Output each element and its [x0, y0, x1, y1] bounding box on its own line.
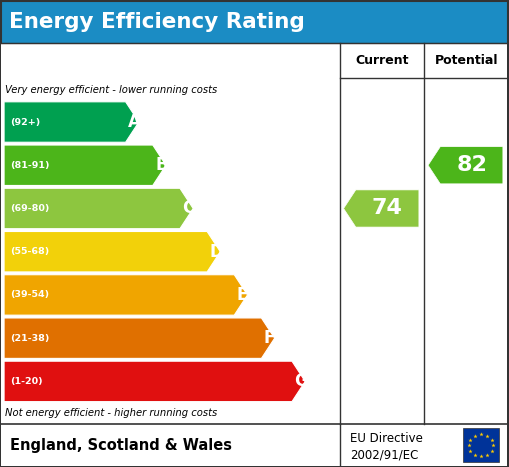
Text: E: E	[237, 286, 248, 304]
Text: F: F	[264, 329, 275, 347]
Text: Potential: Potential	[435, 55, 498, 67]
Polygon shape	[4, 102, 139, 142]
Text: (39-54): (39-54)	[10, 290, 49, 299]
Bar	[1, 43, 507, 424]
Polygon shape	[4, 232, 220, 272]
Text: Not energy efficient - higher running costs: Not energy efficient - higher running co…	[5, 408, 217, 418]
Text: (21-38): (21-38)	[10, 334, 49, 343]
Text: (92+): (92+)	[10, 118, 40, 127]
Text: 74: 74	[372, 198, 403, 219]
Polygon shape	[4, 275, 247, 315]
Text: Very energy efficient - lower running costs: Very energy efficient - lower running co…	[5, 85, 217, 95]
Text: England, Scotland & Wales: England, Scotland & Wales	[10, 438, 232, 453]
Polygon shape	[4, 361, 305, 402]
Text: 82: 82	[456, 155, 487, 175]
Polygon shape	[4, 318, 275, 358]
Text: D: D	[210, 243, 223, 261]
Text: (55-68): (55-68)	[10, 247, 49, 256]
Polygon shape	[4, 188, 193, 229]
Polygon shape	[4, 145, 166, 185]
Text: EU Directive: EU Directive	[350, 432, 422, 445]
Text: (81-91): (81-91)	[10, 161, 50, 170]
Text: (69-80): (69-80)	[10, 204, 49, 213]
Text: 2002/91/EC: 2002/91/EC	[350, 448, 418, 461]
Text: Energy Efficiency Rating: Energy Efficiency Rating	[9, 12, 305, 32]
Text: A: A	[128, 113, 141, 131]
Text: C: C	[183, 199, 195, 218]
Text: B: B	[155, 156, 168, 174]
Text: G: G	[295, 372, 308, 390]
Text: Current: Current	[355, 55, 409, 67]
Polygon shape	[344, 190, 419, 227]
Text: (1-20): (1-20)	[10, 377, 43, 386]
Bar	[0, 0, 509, 43]
Polygon shape	[428, 147, 503, 184]
Bar	[1, 424, 507, 466]
Bar	[463, 429, 499, 462]
